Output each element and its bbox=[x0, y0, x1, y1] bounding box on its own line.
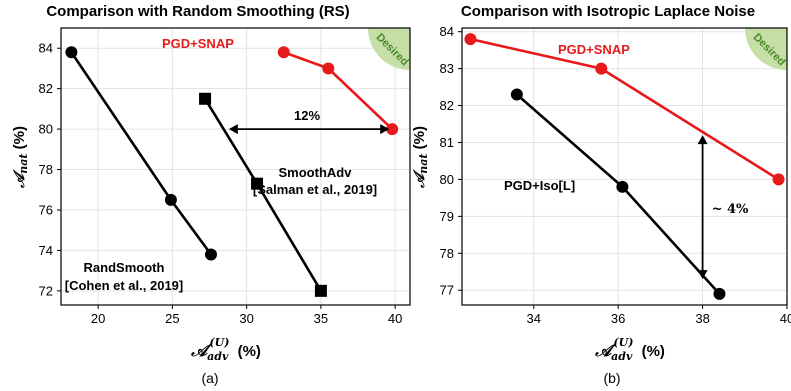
a-series-0-point-1 bbox=[322, 62, 335, 75]
b-ytick-label-82: 82 bbox=[440, 98, 454, 113]
panel-b-grid bbox=[462, 28, 788, 305]
panel-a-ticks: 20 25 30 35 40 72 74 76 78 80 82 84 bbox=[39, 41, 403, 326]
b-ytick-label-83: 83 bbox=[440, 61, 454, 76]
panel-a-frame bbox=[60, 27, 411, 306]
b-ytick-label-81: 81 bbox=[440, 135, 454, 150]
a-xtick-label-30: 30 bbox=[239, 311, 253, 326]
panel-b-xlabel: 𝒜adv(U) (%) bbox=[594, 336, 665, 363]
panel-a-title: Comparison with Random Smoothing (RS) bbox=[46, 3, 349, 20]
a-gap-arrow-head-right bbox=[380, 124, 390, 135]
a-ytick-label-76: 76 bbox=[39, 202, 53, 217]
b-series-1-point-2 bbox=[713, 287, 726, 300]
panel-a-series bbox=[65, 46, 399, 297]
b-xtick-label-34: 34 bbox=[527, 311, 541, 326]
panel-b-ticks: 34 36 38 40 77 78 79 80 81 82 83 84 bbox=[440, 24, 791, 326]
a-xtick-label-20: 20 bbox=[91, 311, 105, 326]
a-smoothadv-label: SmoothAdv bbox=[279, 165, 353, 180]
a-ytick-label-84: 84 bbox=[39, 41, 53, 56]
a-desired-disc bbox=[368, 28, 410, 70]
b-gap-label: ~ 4% bbox=[712, 202, 749, 217]
panel-a-desired-region: Desired bbox=[368, 28, 411, 70]
a-series-line-2 bbox=[70, 51, 213, 256]
b-ytick-label-78: 78 bbox=[440, 246, 454, 261]
a-series-1-point-0 bbox=[199, 92, 212, 105]
a-series-2-point-2 bbox=[204, 248, 217, 261]
b-ytick-label-77: 77 bbox=[440, 283, 454, 298]
panel-b-ylabel: 𝒜nat (%) bbox=[410, 126, 430, 189]
panel-b-caption: (b) bbox=[603, 370, 620, 386]
a-randsmooth-label: RandSmooth bbox=[84, 260, 165, 275]
a-series-0-point-0 bbox=[277, 46, 290, 59]
a-series-1-point-1 bbox=[251, 177, 264, 190]
b-series-line-0 bbox=[470, 37, 780, 181]
panel-a-ylabel: 𝒜nat (%) bbox=[10, 126, 30, 189]
panel-b-title: Comparison with Isotropic Laplace Noise bbox=[461, 3, 755, 20]
b-xtick-label-36: 36 bbox=[611, 311, 625, 326]
panel-a-annotations: 12% PGD+SNAP SmoothAdv [Salman et al., 2019… bbox=[65, 36, 390, 293]
panel-b: Comparison with Isotropic Laplace Noise … bbox=[410, 3, 791, 386]
a-ytick-label-74: 74 bbox=[39, 243, 53, 258]
a-ytick-label-72: 72 bbox=[39, 283, 53, 298]
panel-a: Comparison with Random Smoothing (RS) De… bbox=[10, 3, 411, 386]
a-gap-label: 12% bbox=[294, 108, 320, 123]
a-randsmooth-cite: [Cohen et al., 2019] bbox=[65, 278, 183, 293]
a-xtick-label-35: 35 bbox=[314, 311, 328, 326]
b-ytick-label-80: 80 bbox=[440, 172, 454, 187]
b-iso-label: PGD+Iso[L] bbox=[504, 178, 575, 193]
a-ytick-label-78: 78 bbox=[39, 162, 53, 177]
a-ytick-label-82: 82 bbox=[39, 81, 53, 96]
panel-b-frame bbox=[461, 27, 788, 306]
panel-a-xlabel: 𝒜adv(U) (%) bbox=[190, 336, 261, 363]
b-series-0-point-1 bbox=[595, 62, 608, 75]
a-series-2-point-1 bbox=[164, 193, 177, 206]
b-desired-disc bbox=[745, 28, 787, 70]
b-series-1-point-0 bbox=[510, 88, 523, 101]
b-series-0-point-2 bbox=[772, 173, 785, 186]
b-gap-arrow-head-down bbox=[697, 270, 708, 280]
a-smoothadv-cite: [Salman et al., 2019] bbox=[253, 182, 377, 197]
a-ytick-label-80: 80 bbox=[39, 122, 53, 137]
b-gap-arrow-head-up bbox=[697, 135, 708, 145]
b-ytick-label-84: 84 bbox=[440, 24, 454, 39]
a-series-0-point-2 bbox=[386, 123, 399, 136]
b-series-0-point-0 bbox=[464, 33, 477, 46]
a-pgd-snap-label: PGD+SNAP bbox=[162, 36, 234, 51]
b-ytick-label-79: 79 bbox=[440, 209, 454, 224]
a-xtick-label-40: 40 bbox=[388, 311, 402, 326]
b-pgd-snap-label: PGD+SNAP bbox=[558, 42, 630, 57]
panel-b-series bbox=[464, 33, 785, 300]
b-xtick-label-38: 38 bbox=[695, 311, 709, 326]
a-xtick-label-25: 25 bbox=[165, 311, 179, 326]
panel-b-annotations: ~ 4% PGD+SNAP PGD+Iso[L] bbox=[504, 42, 749, 280]
a-gap-arrow-head-left bbox=[228, 124, 238, 135]
a-series-1-point-2 bbox=[314, 284, 327, 297]
b-xtick-label-40: 40 bbox=[780, 311, 791, 326]
panel-a-caption: (a) bbox=[201, 370, 218, 386]
a-series-2-point-0 bbox=[65, 46, 78, 59]
b-series-1-point-1 bbox=[616, 180, 629, 193]
